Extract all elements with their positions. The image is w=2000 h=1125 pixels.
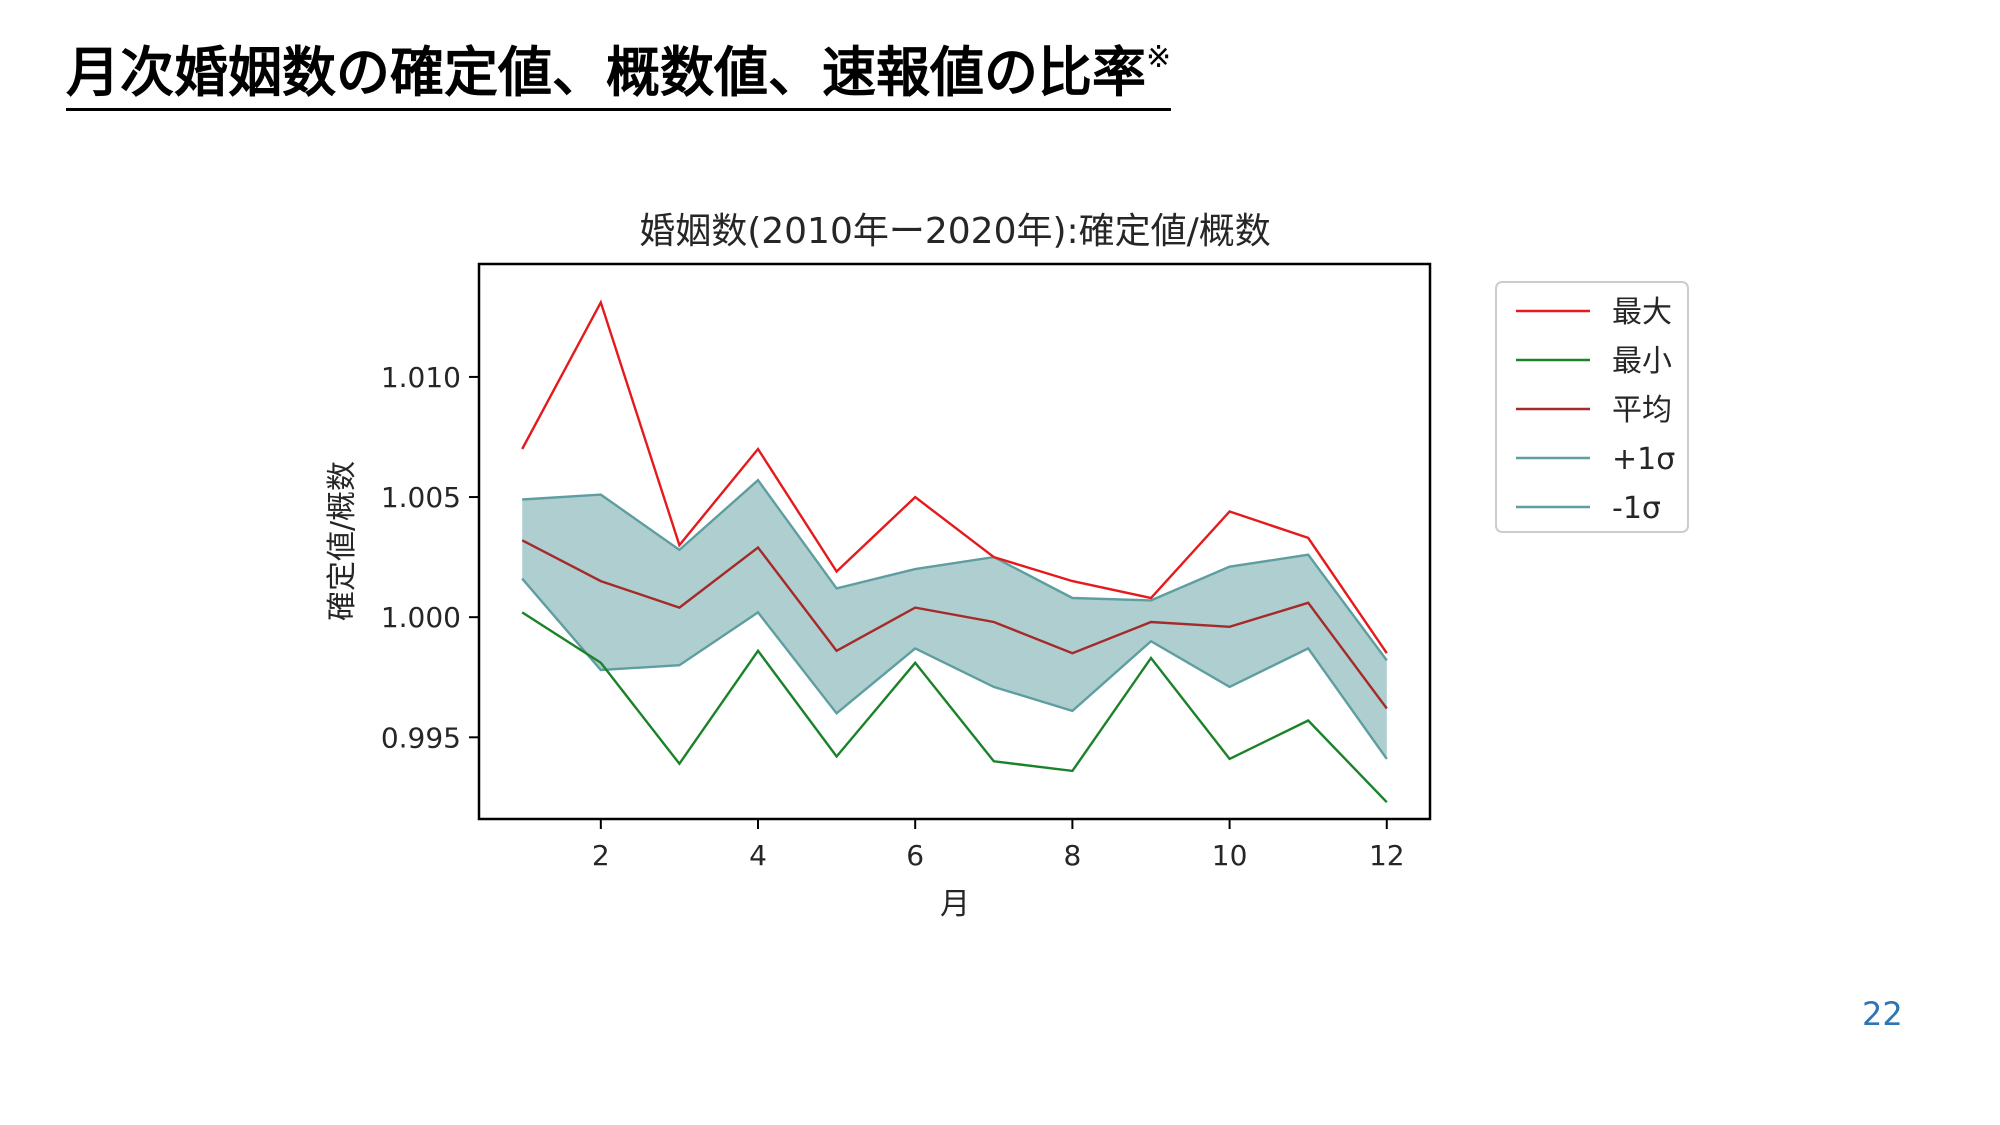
series-line-0 (521, 299, 1388, 654)
series-line-4 (521, 577, 1388, 760)
y-tick-label: 1.010 (381, 361, 461, 394)
legend-label: +1σ (1612, 442, 1675, 477)
slide-title: 月次婚姻数の確定値、概数値、速報値の比率※ (66, 38, 1172, 111)
plot-frame (477, 262, 1432, 821)
legend-label: 最大 (1612, 295, 1672, 330)
legend-frame (1495, 281, 1689, 533)
x-tick-label: 12 (1369, 839, 1405, 872)
chart-title: 婚姻数(2010年ー2020年):確定値/概数 (639, 211, 1271, 252)
x-tick-label: 6 (906, 839, 924, 872)
x-tick-label: 2 (592, 839, 610, 872)
legend-label: 最小 (1612, 344, 1672, 379)
series-line-1 (521, 611, 1388, 804)
x-axis: 2 4 6 8 10 12 (592, 819, 1405, 872)
x-tick-label: 8 (1063, 839, 1081, 872)
slide-title-text: 月次婚姻数の確定値、概数値、速報値の比率 (66, 41, 1146, 104)
x-tick-label: 4 (749, 839, 767, 872)
x-tick-label: 10 (1212, 839, 1248, 872)
series-line-2 (521, 539, 1388, 710)
x-axis-label: 月 (940, 887, 970, 922)
series-line-3 (522, 478, 1388, 662)
y-axis-label: 確定値/概数 (325, 461, 360, 621)
y-tick-label: 0.995 (381, 721, 461, 754)
y-axis: 0.995 1.000 1.005 1.010 (381, 361, 479, 754)
plot-area (521, 299, 1388, 804)
legend-label: -1σ (1612, 491, 1661, 526)
legend-label: 平均 (1612, 393, 1672, 428)
y-tick-label: 1.000 (381, 601, 461, 634)
std-band (522, 480, 1387, 759)
y-tick-label: 1.005 (381, 481, 461, 514)
page-number: 22 (1862, 995, 1903, 1033)
reference-mark: ※ (1146, 40, 1172, 75)
